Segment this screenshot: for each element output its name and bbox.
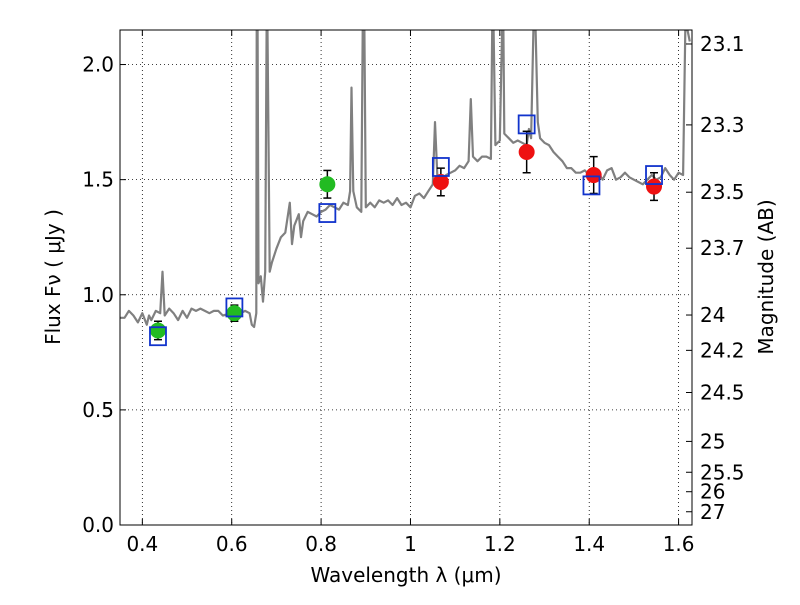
model-square-marker bbox=[582, 175, 601, 196]
y-tick-label: 2.0 bbox=[82, 53, 114, 77]
y-tick-label: 0.0 bbox=[82, 513, 114, 537]
y-tick-label: 1.0 bbox=[82, 283, 114, 307]
y2-tick-label: 24.2 bbox=[700, 338, 745, 362]
x-tick-label: 1.2 bbox=[484, 532, 516, 556]
y-tick-labels: 0.0 0.5 1.0 1.5 2.0 bbox=[82, 53, 114, 537]
x-tick-label: 1 bbox=[404, 532, 417, 556]
model-square-marker bbox=[517, 114, 536, 135]
y-tick-label: 0.5 bbox=[82, 398, 114, 422]
y2-tick-label: 23.7 bbox=[700, 236, 745, 260]
y2-tick-label: 23.5 bbox=[700, 180, 745, 204]
model-square-marker bbox=[645, 165, 663, 185]
y2-tick-label: 24.5 bbox=[700, 381, 745, 405]
y2-tick-label: 23.3 bbox=[700, 113, 745, 137]
x-tick-label: 0.8 bbox=[305, 532, 337, 556]
photometry-point bbox=[646, 178, 663, 195]
x-tick-label: 0.4 bbox=[126, 532, 158, 556]
photometry-point bbox=[149, 322, 166, 339]
y2-tick-label: 26 bbox=[700, 480, 725, 504]
model-square-marker bbox=[318, 203, 337, 223]
tick-marks bbox=[120, 30, 692, 526]
y2-tick-label: 25.5 bbox=[700, 460, 745, 484]
y2-axis-label: Magnitude (AB) bbox=[754, 199, 778, 354]
x-tick-labels: 0.4 0.6 0.8 1 1.2 1.4 1.6 bbox=[126, 532, 694, 556]
y-tick-label: 1.5 bbox=[82, 168, 114, 192]
photometry-point bbox=[226, 305, 243, 322]
model-square-marker bbox=[225, 297, 244, 318]
points-layer bbox=[149, 114, 663, 347]
y2-tick-label: 24 bbox=[700, 303, 725, 327]
photometry-point bbox=[432, 173, 449, 190]
x-tick-label: 1.4 bbox=[573, 532, 605, 556]
model-square-marker bbox=[431, 157, 450, 177]
plot-background bbox=[120, 30, 692, 525]
x-tick-label: 0.6 bbox=[216, 532, 248, 556]
model-square-marker bbox=[149, 326, 167, 347]
y2-tick-label: 25 bbox=[700, 429, 725, 453]
x-axis-label: Wavelength λ (μm) bbox=[310, 563, 501, 587]
photometry-point bbox=[518, 144, 535, 161]
plot-frame bbox=[119, 29, 693, 526]
y2-tick-label: 27 bbox=[700, 500, 725, 524]
photometry-point bbox=[585, 167, 602, 184]
y2-tick-label: 23.1 bbox=[700, 32, 745, 56]
y-axis-label: Flux Fν ( μJy ) bbox=[41, 209, 65, 345]
x-tick-label: 1.6 bbox=[663, 532, 695, 556]
photometry-point bbox=[319, 176, 336, 193]
